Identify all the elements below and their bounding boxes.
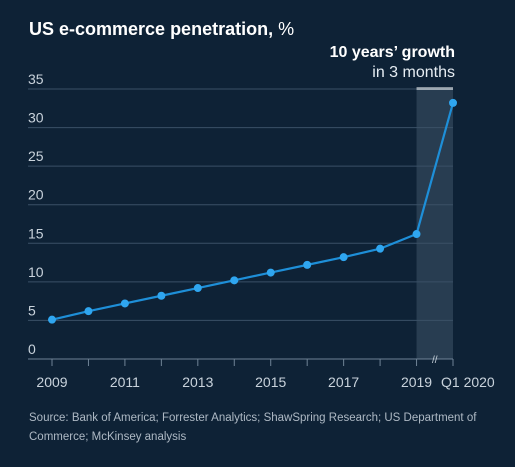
data-point-2016 <box>303 260 312 269</box>
data-point-2018 <box>376 244 385 253</box>
y-tick-label-20: 20 <box>28 187 44 203</box>
data-point-2011 <box>120 299 129 308</box>
x-tick-label-2011: 2011 <box>110 374 140 390</box>
y-tick-label-15: 15 <box>28 225 44 241</box>
axis-break-marker: // <box>432 355 438 366</box>
x-tick-label-2015: 2015 <box>255 374 286 390</box>
y-tick-label-0: 0 <box>28 341 36 357</box>
y-tick-label-35: 35 <box>28 71 44 87</box>
highlight-band <box>416 89 453 359</box>
series-line <box>51 102 455 321</box>
chart-title: US e-commerce penetration, % <box>29 19 294 40</box>
x-tick-label-2013: 2013 <box>182 374 213 390</box>
x-tick-label-q1-2020: Q1 2020 <box>441 374 495 390</box>
y-tick-label-10: 10 <box>28 264 44 280</box>
data-point-2009 <box>48 315 56 324</box>
callout-line-2: in 3 months <box>372 64 455 81</box>
y-tick-label-5: 5 <box>28 302 36 318</box>
y-tick-label-25: 25 <box>28 148 44 164</box>
callout-line-1: 10 years’ growth <box>329 44 455 61</box>
data-point-2019 <box>412 230 421 239</box>
x-tick-label-2017: 2017 <box>328 374 359 390</box>
y-tick-label-30: 30 <box>28 110 44 126</box>
data-point-2013 <box>193 284 202 293</box>
data-point-2017 <box>339 253 348 262</box>
data-point-2014 <box>230 276 239 285</box>
data-point-2015 <box>266 268 275 277</box>
chart-title-text: US e-commerce penetration, <box>29 19 274 39</box>
chart-title-unit: % <box>278 19 295 39</box>
data-point-2012 <box>157 291 166 300</box>
source-note: Source: Bank of America; Forrester Analy… <box>29 412 477 443</box>
highlight-callout: 10 years’ growth in 3 months <box>330 43 455 83</box>
data-point-q1-2020 <box>449 98 457 107</box>
x-tick-label-2019: 2019 <box>401 374 432 390</box>
x-tick-label-2009: 2009 <box>36 374 67 390</box>
data-point-2010 <box>84 307 93 316</box>
